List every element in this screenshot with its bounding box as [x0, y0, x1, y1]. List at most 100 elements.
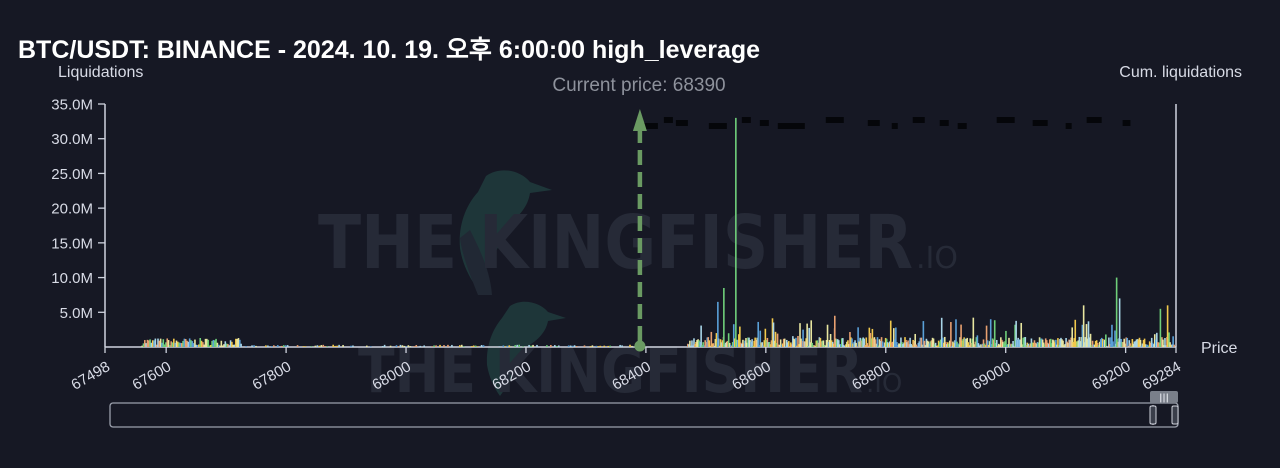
liquidation-bar [1002, 341, 1004, 347]
liquidation-bar [781, 343, 784, 347]
liquidation-bar [169, 345, 171, 347]
liquidation-bar [235, 338, 237, 347]
liquidation-bar [765, 339, 768, 347]
liquidation-bar [692, 345, 694, 347]
range-slider-right-handle[interactable] [1171, 405, 1179, 425]
liquidation-bar [196, 345, 199, 347]
liquidation-bar [1042, 342, 1045, 347]
kingfisher-logo-icon [459, 170, 552, 295]
liquidation-bar [1150, 337, 1153, 347]
liquidation-bar [922, 321, 925, 347]
liquidation-bar [981, 343, 984, 347]
liquidation-bar [830, 340, 833, 347]
liquidation-bar [927, 341, 930, 347]
liquidation-bar [447, 344, 449, 347]
liquidation-bar [963, 337, 965, 347]
liquidation-bar [619, 344, 621, 347]
liquidation-bar [847, 340, 849, 347]
liquidation-bar [933, 344, 936, 347]
liquidation-bar [937, 340, 940, 347]
liquidation-bar [787, 341, 790, 347]
liquidation-bar [1169, 342, 1171, 347]
liquidation-bar [966, 337, 968, 347]
range-slider-grip[interactable] [1150, 391, 1178, 403]
liquidation-bar [1023, 337, 1026, 347]
liquidation-bar [766, 337, 769, 347]
liquidation-bar [783, 338, 786, 347]
liquidation-bar [836, 339, 839, 347]
current-price-marker [632, 109, 647, 352]
liquidation-bar [738, 334, 740, 347]
liquidation-bar [508, 345, 511, 347]
x-tick-label: 69200 [1089, 358, 1134, 394]
liquidation-bar [1117, 341, 1119, 347]
liquidation-bar [1105, 334, 1107, 347]
liquidation-bar [1172, 336, 1174, 347]
liquidation-bar [768, 342, 771, 347]
liquidation-bar [1108, 337, 1110, 347]
liquidation-bar [192, 343, 195, 347]
liquidation-bar [821, 340, 824, 347]
liquidation-bar [1087, 321, 1090, 347]
liquidation-bar [162, 339, 165, 347]
liquidation-bar [1128, 340, 1131, 347]
liquidation-bar [754, 337, 756, 347]
liquidation-bar [807, 345, 809, 347]
liquidation-bar [1141, 343, 1144, 347]
cumulative-segment [675, 120, 688, 126]
liquidation-bar [986, 340, 989, 347]
liquidation-bar [530, 345, 532, 347]
liquidation-bar [322, 344, 325, 347]
liquidation-bar [326, 346, 329, 347]
liquidation-bar [1056, 344, 1058, 347]
liquidation-bar [833, 315, 836, 347]
liquidation-bar [255, 345, 257, 347]
liquidation-bar [1084, 337, 1087, 347]
liquidation-bar [334, 345, 336, 347]
liquidation-bar [451, 344, 453, 347]
range-slider[interactable]: ||| [109, 391, 1179, 428]
liquidation-bar [1018, 339, 1020, 347]
liquidation-bar [771, 318, 774, 347]
liquidation-bar [939, 339, 942, 347]
liquidation-bar [856, 345, 858, 347]
liquidation-bar [423, 345, 426, 347]
liquidation-bar [1146, 344, 1149, 347]
liquidation-bar [739, 326, 741, 347]
liquidation-bar [964, 338, 966, 347]
liquidation-bar [699, 341, 701, 347]
liquidation-bar [777, 344, 780, 347]
liquidation-bar [913, 340, 915, 347]
liquidation-bar [711, 343, 714, 347]
liquidation-bar [207, 339, 209, 347]
liquidation-bar [988, 341, 991, 347]
liquidation-bar [1114, 330, 1116, 347]
liquidation-bar [1122, 341, 1124, 347]
liquidation-bar [151, 340, 154, 347]
liquidation-bar [236, 338, 238, 347]
liquidation-bar [954, 340, 956, 347]
liquidation-bar [1076, 341, 1079, 347]
liquidation-bar [1094, 340, 1097, 347]
liquidation-bar [191, 341, 194, 347]
liquidation-bar [228, 345, 231, 347]
liquidation-bar [905, 339, 907, 347]
range-slider-left-handle[interactable] [1149, 405, 1157, 425]
liquidation-bar [1032, 342, 1035, 347]
liquidation-bar [1156, 332, 1158, 347]
liquidation-bar [751, 339, 753, 347]
liquidation-bar [779, 339, 782, 347]
liquidation-bar [144, 340, 146, 347]
liquidation-bar [883, 342, 886, 347]
liquidation-bar [814, 345, 817, 347]
liquidation-bar [892, 328, 895, 347]
liquidation-bar [696, 340, 698, 347]
liquidation-bar [154, 338, 157, 347]
liquidation-bar [865, 337, 868, 347]
liquidation-bar [951, 345, 953, 347]
x-tick-label: 69284 [1139, 358, 1184, 394]
liquidation-bar [522, 346, 524, 347]
liquidation-bar [1000, 337, 1002, 347]
liquidation-bar [597, 346, 600, 347]
liquidation-bar [1111, 324, 1113, 347]
